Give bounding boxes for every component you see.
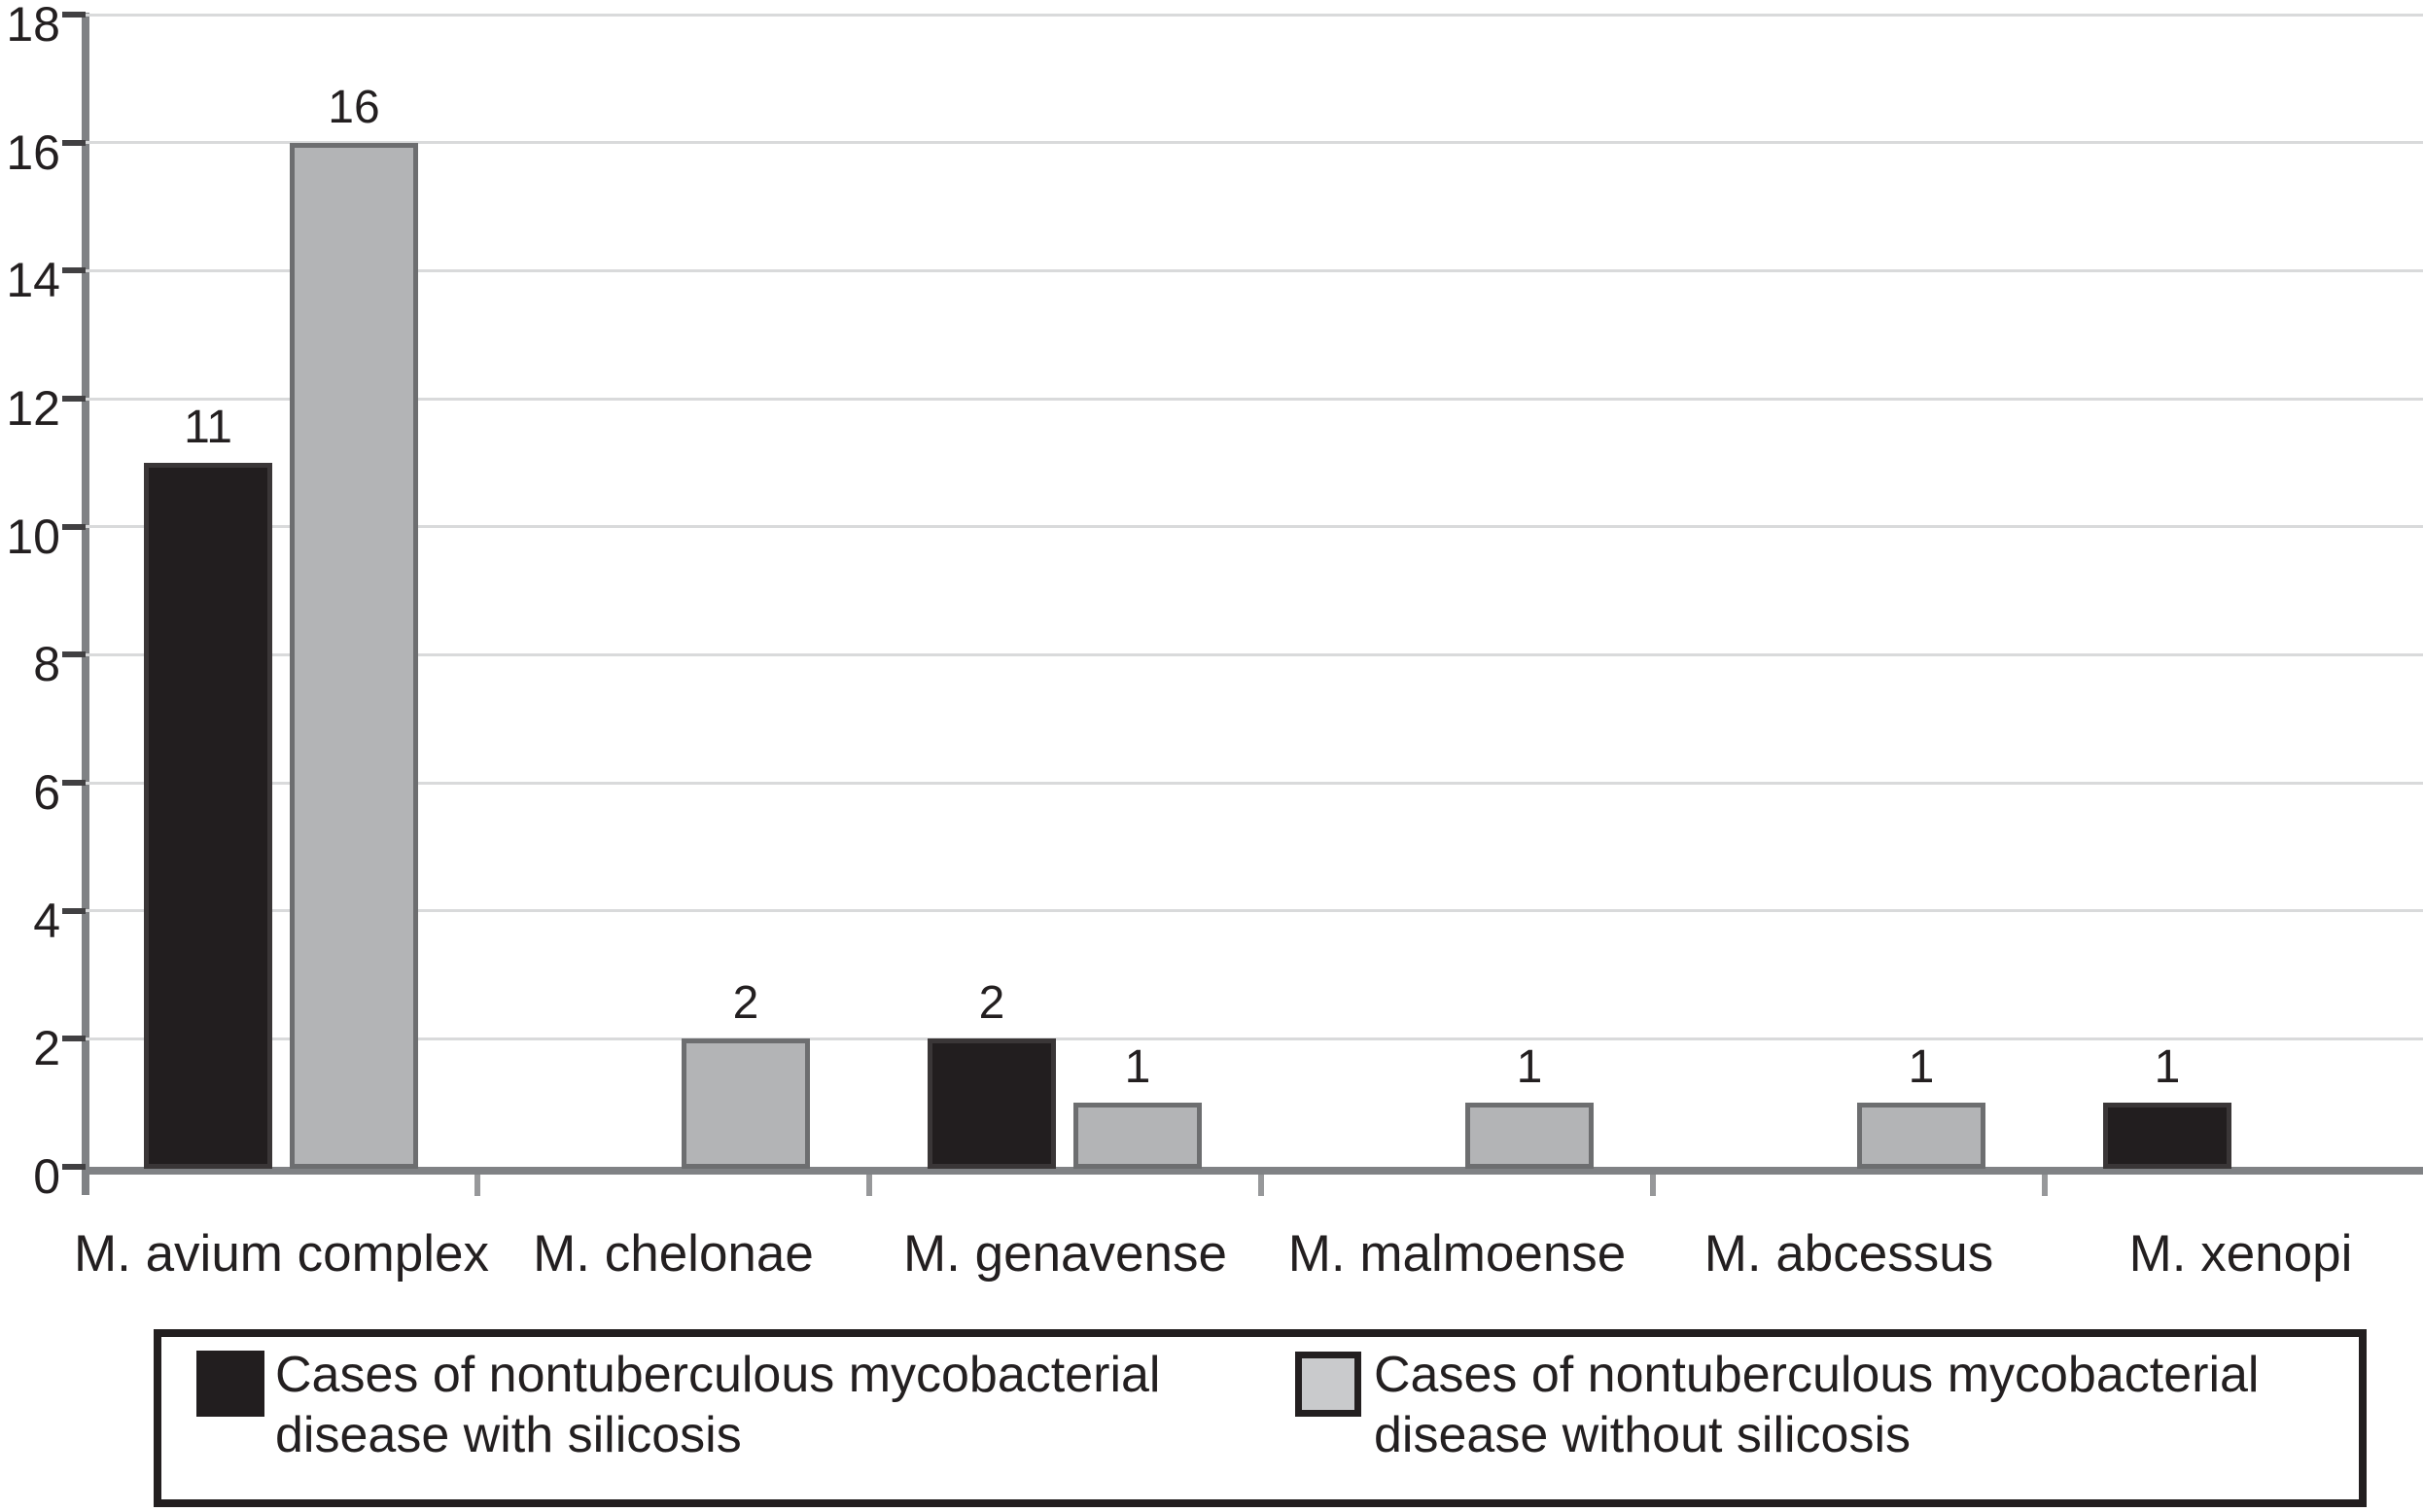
x-axis-category-label: M. malmoense: [1287, 1225, 1627, 1283]
bar-without-silicosis: [682, 1038, 810, 1169]
y-axis-tick-label: 6: [33, 765, 60, 820]
bar-value-label: 2: [978, 977, 1005, 1030]
y-axis-tick-label: 2: [33, 1021, 60, 1076]
y-axis-tick: [62, 523, 86, 530]
x-axis-category-label: M. abcessus: [1703, 1225, 1994, 1283]
bar-with-silicosis: [2103, 1103, 2231, 1169]
bar-value-label: 2: [732, 977, 759, 1030]
bar-value-label: 11: [184, 401, 232, 453]
x-axis-category-label: M. avium complex: [73, 1225, 490, 1283]
gridline: [86, 13, 2423, 17]
gridline: [86, 268, 2423, 272]
legend-label-line: disease without silicosis: [1374, 1407, 1912, 1463]
x-axis-category-label: M. xenopi: [2128, 1225, 2353, 1283]
bar-with-silicosis: [928, 1038, 1056, 1169]
gridline: [86, 909, 2423, 913]
category-boundary-tick: [474, 1175, 480, 1196]
x-axis-category-label: M. genavense: [903, 1225, 1227, 1283]
legend-label-with-silicosis: Cases of nontuberculous mycobacterial di…: [275, 1345, 1160, 1465]
bar-value-label: 1: [1516, 1041, 1543, 1094]
bar-without-silicosis: [290, 142, 418, 1169]
gridline: [86, 141, 2423, 145]
y-axis-tick: [62, 12, 86, 18]
y-axis-tick: [62, 267, 86, 274]
y-axis-tick-label: 8: [33, 637, 60, 692]
legend-swatch-with-silicosis: [196, 1351, 264, 1417]
gridline: [86, 781, 2423, 785]
gridline: [86, 397, 2423, 401]
y-axis-tick: [62, 1036, 86, 1042]
y-axis-tick: [62, 1164, 86, 1170]
legend-label-line: disease with silicosis: [275, 1407, 742, 1463]
y-axis-tick-label: 12: [6, 381, 60, 436]
legend-label-line: Cases of nontuberculous mycobacterial: [275, 1347, 1161, 1403]
y-axis-tick-label: 18: [6, 0, 60, 52]
bar-value-label: 16: [328, 81, 380, 133]
bar-with-silicosis: [144, 462, 272, 1169]
gridline: [86, 652, 2423, 656]
x-axis-category-label: M. chelonae: [533, 1225, 814, 1283]
y-axis-tick-label: 14: [6, 253, 60, 308]
y-axis-tick: [62, 907, 86, 914]
y-axis-tick: [62, 396, 86, 402]
bar-without-silicosis: [1073, 1103, 1202, 1169]
bar-without-silicosis: [1857, 1103, 1985, 1169]
x-axis-line: [82, 1167, 2423, 1175]
gridline: [86, 1037, 2423, 1040]
bar-value-label: 1: [2154, 1041, 2181, 1094]
y-axis-tick-label: 10: [6, 509, 60, 564]
y-axis-line: [82, 13, 89, 1195]
y-axis-tick-label: 16: [6, 124, 60, 180]
category-boundary-tick: [866, 1175, 872, 1196]
gridline: [86, 525, 2423, 529]
y-axis-tick: [62, 651, 86, 658]
legend-swatch-without-silicosis: [1295, 1352, 1361, 1417]
y-axis-tick-label: 4: [33, 893, 60, 948]
legend-label-line: Cases of nontuberculous mycobacterial: [1374, 1347, 2260, 1403]
category-boundary-tick: [1650, 1175, 1656, 1196]
y-axis-tick-label: 0: [33, 1149, 60, 1204]
bar-value-label: 1: [1124, 1041, 1151, 1094]
bar-value-label: 1: [1908, 1041, 1935, 1094]
y-axis-tick: [62, 139, 86, 146]
legend: Cases of nontuberculous mycobacterial di…: [154, 1329, 2367, 1507]
y-axis-tick: [62, 780, 86, 786]
legend-label-without-silicosis: Cases of nontuberculous mycobacterial di…: [1374, 1345, 2259, 1465]
category-boundary-tick: [2042, 1175, 2048, 1196]
category-boundary-tick: [1258, 1175, 1264, 1196]
bar-without-silicosis: [1465, 1103, 1594, 1169]
